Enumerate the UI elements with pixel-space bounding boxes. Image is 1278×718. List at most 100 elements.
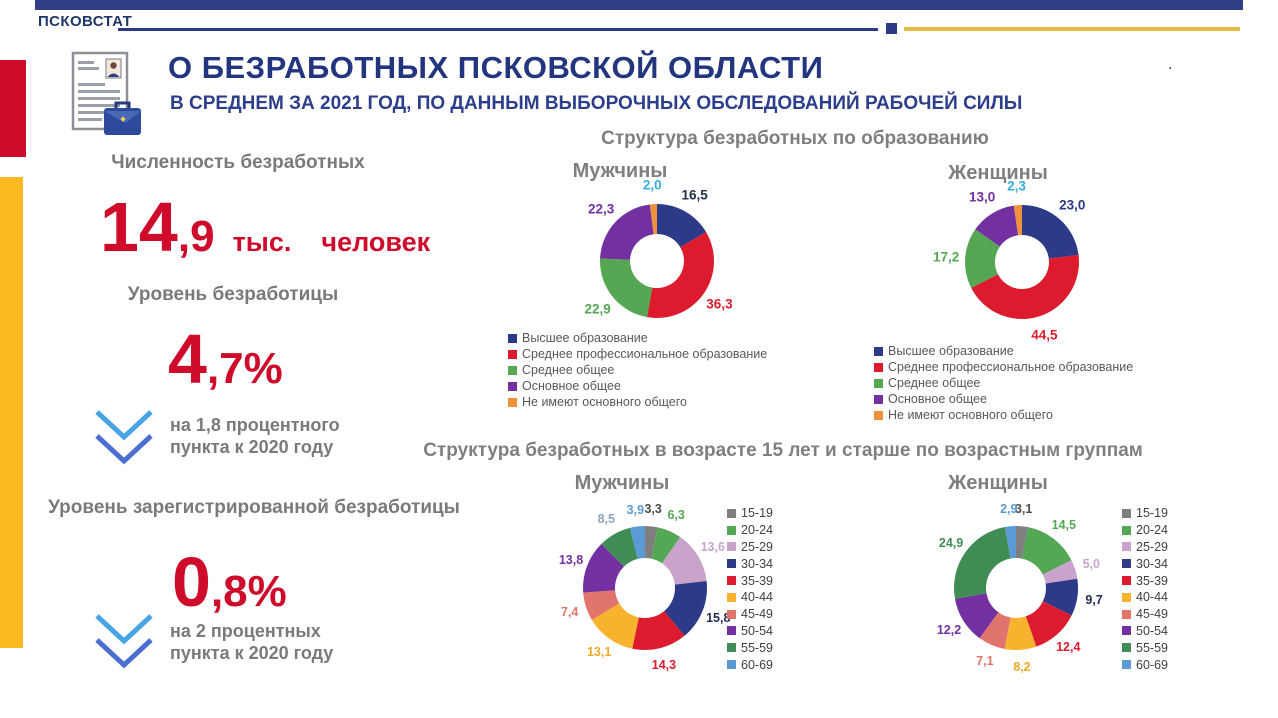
donut-slice — [1042, 578, 1079, 616]
legend-swatch — [727, 508, 736, 518]
brand-logo: ПСКОВСТАТ — [38, 13, 133, 30]
legend-label: 25-29 — [741, 539, 773, 554]
left-yellow-accent-bar — [0, 177, 23, 648]
age-women-donut-chart: 3,1 14,5 5,0 9,7 12,4 8,2 7,1 12,2 24,9 2,9 — [886, 473, 1146, 708]
double-down-arrow-icon — [92, 408, 156, 471]
legend-item: Не имеют основного общего — [508, 394, 767, 410]
stat-registered-note: на 2 процентных пункта к 2020 году — [170, 620, 333, 664]
legend-label: 40-44 — [1136, 590, 1168, 605]
education-women-subtitle: Женщины — [948, 162, 1048, 184]
education-women-legend: Высшее образование Среднее профессиональн… — [874, 343, 1133, 423]
legend-item: 20-24 — [1122, 522, 1168, 539]
donut-svg — [583, 526, 707, 650]
legend-label: 35-39 — [1136, 573, 1168, 588]
legend-label: Не имеют основного общего — [888, 408, 1053, 422]
education-men-legend: Высшее образование Среднее профессиональн… — [508, 330, 767, 410]
donut-slice — [1013, 205, 1022, 236]
donut-slice — [971, 254, 1079, 320]
legend-label: Не имеют основного общего — [522, 395, 687, 409]
stat-count-label: Численность безработных — [111, 152, 365, 173]
legend-swatch — [727, 592, 736, 602]
legend-item: 35-39 — [727, 572, 773, 589]
donut-svg — [954, 526, 1079, 650]
donut-slice — [979, 612, 1011, 649]
donut-slice — [591, 603, 639, 649]
legend-item: Высшее образование — [874, 343, 1133, 359]
donut-slice — [600, 258, 653, 318]
legend-item: 40-44 — [727, 589, 773, 606]
donut-slice — [964, 229, 1000, 288]
education-men-donut-chart: 16,5 36,3 22,9 22,3 2,0 — [532, 146, 782, 376]
left-red-accent-bar — [0, 60, 26, 157]
legend-item: 55-59 — [727, 639, 773, 656]
slice-value-label: 13,8 — [558, 553, 584, 568]
slice-value-label: 8,2 — [1013, 659, 1031, 674]
slice-value-label: 12,2 — [936, 622, 962, 637]
legend-item: 30-34 — [1122, 555, 1168, 572]
legend-label: 30-34 — [741, 556, 773, 571]
legend-item: 45-49 — [727, 606, 773, 623]
legend-swatch — [727, 626, 736, 636]
slice-value-label: 2,9 — [1000, 502, 1018, 517]
donut-slice — [601, 527, 638, 567]
legend-item: 20-24 — [727, 522, 773, 539]
stat-registered-frac: ,8% — [210, 567, 287, 616]
legend-item: 40-44 — [1122, 589, 1168, 606]
slice-value-label: 5,0 — [1082, 557, 1100, 572]
stat-registered-value: 0,8% — [172, 547, 287, 617]
education-men-subtitle: Мужчины — [572, 160, 668, 182]
legend-label: Высшее образование — [522, 331, 648, 345]
legend-label: 55-59 — [1136, 640, 1168, 655]
legend-swatch — [1122, 592, 1131, 602]
slice-value-label: 7,4 — [561, 604, 579, 619]
slice-value-label: 14,3 — [651, 657, 677, 672]
stat-count-frac: ,9 — [177, 212, 215, 261]
stat-rate-note: на 1,8 процентного пункта к 2020 году — [170, 414, 340, 458]
legend-swatch — [1122, 576, 1131, 586]
header-navy-rule — [118, 28, 878, 31]
legend-swatch — [874, 378, 883, 388]
legend-item: 15-19 — [1122, 505, 1168, 522]
legend-item: Среднее общее — [874, 375, 1133, 391]
legend-swatch — [508, 397, 517, 407]
legend-swatch — [727, 542, 736, 552]
donut-slice — [1022, 205, 1079, 259]
legend-label: 50-54 — [1136, 623, 1168, 638]
stat-rate-label: Уровень безработицы — [127, 284, 339, 305]
legend-swatch — [1122, 525, 1131, 535]
legend-label: 60-69 — [741, 657, 773, 672]
donut-slice — [1016, 526, 1028, 559]
slice-value-label: 36,3 — [706, 296, 733, 312]
legend-swatch — [874, 346, 883, 356]
legend-label: 15-19 — [741, 506, 773, 521]
slice-value-label: 17,2 — [933, 249, 960, 265]
slice-value-label: 6,3 — [667, 508, 685, 523]
donut-slice — [651, 527, 681, 564]
stat-registered-label: Уровень зарегистрированной безработицы — [48, 497, 460, 518]
legend-swatch — [874, 410, 883, 420]
legend-item: Не имеют основного общего — [874, 407, 1133, 423]
stat-registered-note-line2: пункта к 2020 году — [170, 643, 334, 663]
legend-item: 55-59 — [1122, 639, 1168, 656]
legend-item: 45-49 — [1122, 606, 1168, 623]
donut-slice — [954, 593, 999, 639]
slice-value-label: 24,9 — [938, 535, 964, 550]
resume-briefcase-icon — [62, 50, 148, 145]
legend-label: 40-44 — [741, 590, 773, 605]
donut-svg — [964, 205, 1079, 320]
stat-registered-note-line1: на 2 процентных — [170, 621, 321, 641]
legend-item: Высшее образование — [508, 330, 767, 346]
donut-slice — [629, 526, 645, 559]
double-down-arrow-icon — [92, 612, 156, 675]
page-subtitle: В СРЕДНЕМ ЗА 2021 ГОД, ПО ДАННЫМ ВЫБОРОЧ… — [170, 93, 1023, 114]
legend-swatch — [1122, 508, 1131, 518]
slice-value-label: 22,3 — [587, 201, 615, 217]
stat-rate-value: 4,7% — [168, 324, 283, 394]
donut-slice — [600, 204, 654, 260]
donut-slice — [632, 611, 685, 650]
slice-value-label: 13,1 — [586, 645, 612, 660]
stat-count-unit2: человек — [321, 227, 431, 257]
age-women-legend: 15-19 20-24 25-29 30-34 35-39 40-44 45-49 50-54… — [1122, 505, 1168, 673]
slice-value-label: 22,9 — [584, 301, 611, 317]
legend-item: 50-54 — [727, 623, 773, 640]
